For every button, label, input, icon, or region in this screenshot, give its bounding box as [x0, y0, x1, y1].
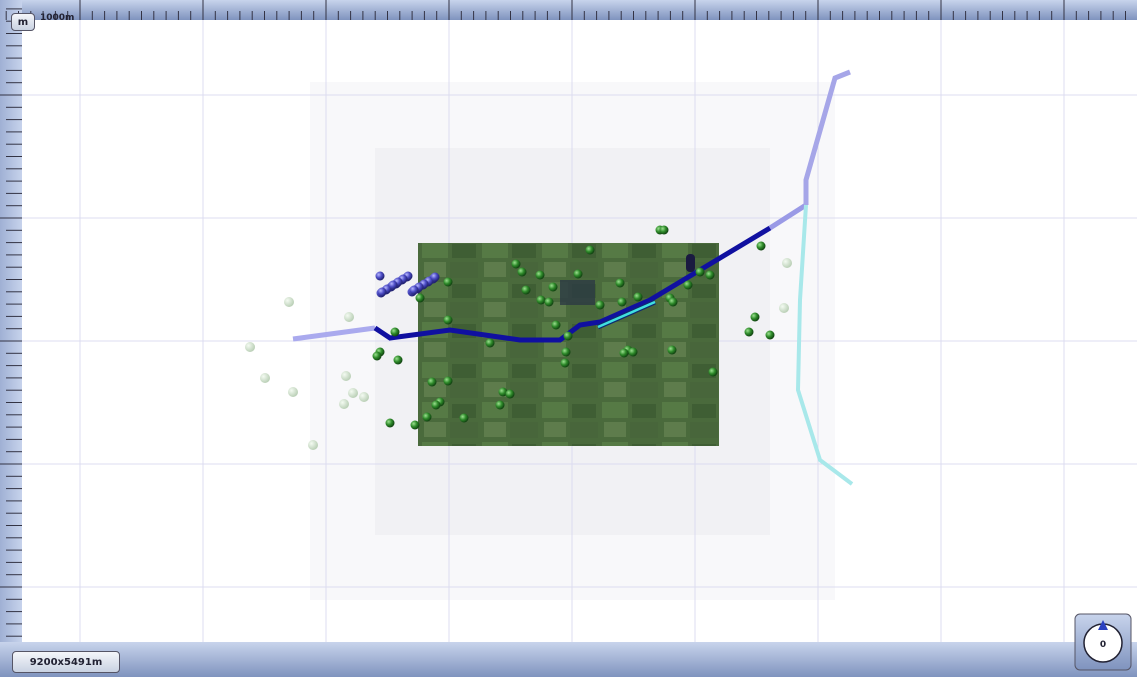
points	[245, 225, 792, 450]
point-faded	[344, 312, 354, 322]
point	[617, 297, 627, 307]
line-faded	[292, 325, 376, 342]
scale-label: 1000m	[40, 13, 74, 23]
point	[521, 285, 531, 295]
compass-north	[1098, 620, 1108, 630]
top-ruler	[0, 0, 1137, 20]
point-faded	[260, 373, 270, 383]
line-faded	[803, 69, 851, 205]
point	[511, 259, 521, 269]
point	[585, 245, 595, 255]
point-faded	[359, 392, 369, 402]
point-faded	[348, 388, 358, 398]
point	[573, 269, 583, 279]
point	[485, 338, 495, 348]
point	[415, 293, 425, 303]
point-faded	[782, 258, 792, 268]
point	[619, 348, 629, 358]
point	[765, 330, 775, 340]
point	[708, 367, 718, 377]
point-faded	[779, 303, 789, 313]
point	[535, 270, 545, 280]
ruler-ticks	[0, 0, 1126, 637]
point-cluster	[375, 271, 385, 281]
point	[744, 327, 754, 337]
point	[551, 320, 561, 330]
point-faded	[245, 342, 255, 352]
point	[560, 358, 570, 368]
unit-button[interactable]: m	[11, 13, 35, 31]
point	[505, 389, 515, 399]
marker	[686, 254, 695, 272]
point	[615, 278, 625, 288]
extent-display: 9200x5491m	[12, 651, 120, 673]
point-cluster	[377, 287, 387, 297]
point	[561, 347, 571, 357]
line-cyan-faded	[795, 204, 854, 486]
point	[495, 400, 505, 410]
point-cluster	[430, 272, 440, 282]
point-faded	[339, 399, 349, 409]
point	[756, 241, 766, 251]
point	[695, 267, 705, 277]
point	[563, 331, 573, 341]
point	[385, 418, 395, 428]
line-cyan	[597, 300, 656, 329]
point	[498, 387, 508, 397]
satellite-image	[418, 243, 719, 446]
pond	[560, 280, 595, 305]
compass-heading: 0	[1100, 640, 1106, 650]
point	[443, 376, 453, 386]
point	[422, 412, 432, 422]
point	[668, 297, 678, 307]
point	[517, 267, 527, 277]
point-faded	[288, 387, 298, 397]
point	[750, 312, 760, 322]
point-faded	[284, 297, 294, 307]
point	[443, 277, 453, 287]
point	[548, 282, 558, 292]
point	[443, 315, 453, 325]
point-cluster	[388, 280, 398, 290]
point	[372, 351, 382, 361]
point-faded	[341, 371, 351, 381]
point	[544, 297, 554, 307]
point	[683, 280, 693, 290]
point	[410, 420, 420, 430]
point	[595, 300, 605, 310]
status-bar	[0, 642, 1137, 677]
left-ruler	[0, 0, 22, 677]
point	[431, 400, 441, 410]
point	[628, 347, 638, 357]
point	[659, 225, 669, 235]
point	[459, 413, 469, 423]
point	[705, 270, 715, 280]
point	[390, 327, 400, 337]
point	[427, 377, 437, 387]
line-faded	[768, 202, 808, 231]
compass: 0	[1074, 613, 1132, 671]
point	[536, 295, 546, 305]
point	[633, 292, 643, 302]
point	[667, 345, 677, 355]
point-cluster	[409, 285, 419, 295]
point-faded	[308, 440, 318, 450]
point	[393, 355, 403, 365]
